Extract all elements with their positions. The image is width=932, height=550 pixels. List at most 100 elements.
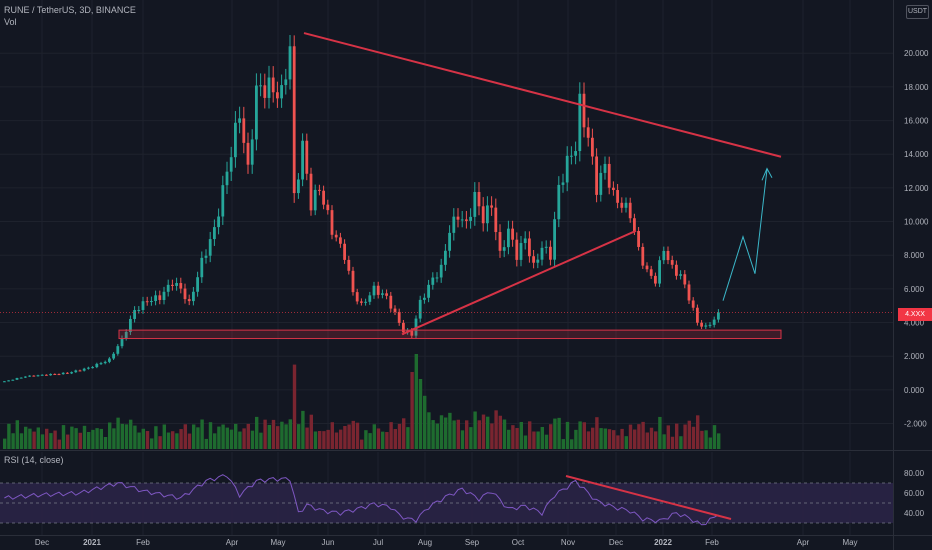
candle-body — [91, 367, 94, 369]
candle-body — [271, 77, 275, 93]
time-tick-label: Oct — [512, 538, 525, 547]
candle-body — [691, 300, 695, 308]
candle — [95, 362, 99, 369]
volume-bar — [322, 431, 326, 449]
candle — [313, 184, 317, 216]
candle-body — [301, 140, 304, 180]
candle — [171, 279, 174, 291]
volume-bar — [704, 430, 708, 449]
candle — [66, 372, 69, 375]
volume-bar — [217, 426, 221, 449]
candle — [78, 369, 82, 372]
candle-body — [360, 301, 363, 303]
candle-body — [385, 293, 388, 296]
time-tick-label: Dec — [609, 538, 623, 547]
candle — [687, 280, 691, 304]
volume-bar — [578, 421, 582, 449]
candle-body — [313, 189, 317, 211]
candle — [213, 219, 216, 246]
candle-body — [103, 361, 107, 364]
volume-bar — [150, 438, 154, 449]
candle-body — [40, 374, 44, 376]
candle-body — [561, 182, 565, 185]
candle-body — [490, 205, 493, 208]
currency-badge[interactable]: USDT — [906, 5, 929, 19]
volume-bar — [624, 436, 628, 449]
candle-body — [591, 137, 594, 157]
candle — [145, 296, 149, 306]
candle — [334, 230, 338, 242]
grid-lines — [0, 0, 893, 535]
candle-body — [687, 284, 691, 301]
volume-bar — [11, 433, 15, 449]
candle — [662, 246, 666, 265]
candle-body — [649, 269, 653, 276]
candle-body — [19, 377, 23, 379]
volume-bar — [691, 426, 696, 449]
volume-bar — [549, 424, 553, 449]
candle-body — [410, 330, 414, 336]
candle-body — [507, 228, 510, 248]
candle-body — [187, 299, 191, 302]
candle — [704, 322, 708, 330]
candle-body — [204, 255, 208, 258]
candle — [490, 196, 493, 216]
volume-bar — [225, 427, 229, 449]
time-tick-label: Sep — [465, 538, 480, 547]
volume-bar — [82, 425, 87, 449]
volume-bar — [427, 412, 431, 449]
candle — [586, 117, 590, 147]
candle-body — [133, 310, 136, 319]
rsi-indicator-label[interactable]: RSI (14, close) — [4, 455, 64, 465]
candle — [708, 322, 712, 328]
symbol-title[interactable]: RUNE / TetherUS, 3D, BINANCE — [4, 5, 136, 15]
volume-bar — [700, 430, 704, 449]
candle-body — [641, 246, 645, 266]
candle — [418, 295, 422, 323]
volume-bar — [570, 439, 574, 449]
candle — [439, 258, 443, 283]
volume-bar — [469, 427, 473, 449]
candle — [540, 241, 544, 266]
candle-body — [553, 219, 556, 260]
candle-body — [683, 274, 687, 285]
volume-bar — [129, 419, 133, 449]
candle-body — [318, 189, 321, 191]
candle-body — [99, 363, 103, 365]
volume-bar — [99, 428, 103, 449]
volume-bar — [448, 412, 452, 449]
candle — [679, 270, 682, 280]
candle — [309, 167, 313, 216]
candle — [200, 251, 204, 283]
candle-body — [108, 358, 111, 362]
candle — [330, 205, 334, 240]
volume-bar — [498, 415, 502, 449]
volume-bar — [696, 415, 700, 449]
volume-bar — [196, 427, 200, 449]
candle-body — [628, 202, 632, 219]
candle — [364, 298, 367, 306]
volume-bar — [108, 422, 112, 449]
candle-body — [166, 284, 170, 292]
candle-body — [238, 118, 241, 123]
candle-body — [540, 247, 544, 260]
volume-bar — [309, 414, 313, 449]
volume-bar — [670, 436, 675, 449]
candle — [515, 232, 519, 267]
volume-bar — [330, 422, 334, 449]
volume-bar — [397, 423, 402, 449]
volume-bar — [439, 415, 444, 449]
rsi-tick-label: 60.00 — [904, 489, 925, 498]
volume-bar — [507, 429, 511, 449]
candle — [553, 211, 556, 267]
candle — [326, 199, 330, 215]
volume-bar — [511, 425, 515, 449]
candle-body — [11, 379, 15, 381]
volume-bar — [171, 431, 175, 449]
candle — [582, 82, 586, 138]
price-tick-label: 18.000 — [904, 83, 929, 92]
candle-body — [616, 190, 619, 203]
candle — [683, 270, 687, 289]
candle-body — [486, 205, 489, 224]
